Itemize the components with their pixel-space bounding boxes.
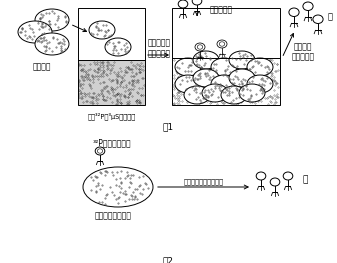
Text: 大肠杆菌: 大肠杆菌 bbox=[33, 62, 51, 71]
Ellipse shape bbox=[105, 38, 131, 56]
Ellipse shape bbox=[217, 40, 227, 48]
Bar bbox=[78, 8, 145, 60]
Ellipse shape bbox=[18, 21, 52, 43]
Ellipse shape bbox=[211, 75, 237, 93]
Ellipse shape bbox=[270, 178, 280, 186]
Text: 图1: 图1 bbox=[162, 122, 174, 131]
Ellipse shape bbox=[303, 2, 313, 11]
Bar bbox=[78, 8, 145, 105]
Text: 图2: 图2 bbox=[162, 256, 174, 263]
Text: 提取大量子
代大肠杆菌: 提取大量子 代大肠杆菌 bbox=[148, 38, 171, 58]
Ellipse shape bbox=[283, 172, 293, 180]
Ellipse shape bbox=[35, 33, 69, 55]
Ellipse shape bbox=[193, 69, 219, 87]
Ellipse shape bbox=[83, 167, 153, 207]
Ellipse shape bbox=[221, 86, 247, 104]
Ellipse shape bbox=[89, 21, 115, 39]
Ellipse shape bbox=[195, 43, 205, 51]
Text: 裂解释放
子代噬菌体: 裂解释放 子代噬菌体 bbox=[292, 42, 314, 61]
Text: ³²P标记的噬菌体: ³²P标记的噬菌体 bbox=[93, 138, 132, 147]
Ellipse shape bbox=[35, 9, 69, 31]
Ellipse shape bbox=[175, 75, 201, 93]
Bar bbox=[172, 58, 280, 105]
Bar bbox=[172, 8, 280, 105]
Bar bbox=[78, 60, 145, 105]
Bar bbox=[172, 8, 280, 105]
Ellipse shape bbox=[193, 51, 219, 69]
Ellipse shape bbox=[192, 0, 202, 5]
Ellipse shape bbox=[175, 58, 201, 76]
Ellipse shape bbox=[256, 172, 266, 180]
Ellipse shape bbox=[289, 8, 299, 17]
Ellipse shape bbox=[211, 58, 237, 76]
Ellipse shape bbox=[247, 75, 273, 93]
Ellipse shape bbox=[95, 147, 105, 155]
Text: 未被标记大肠杆菌: 未被标记大肠杆菌 bbox=[94, 211, 131, 220]
Text: 含有³²P或³µS的培养基: 含有³²P或³µS的培养基 bbox=[87, 112, 135, 120]
Text: 普通噬菌体: 普通噬菌体 bbox=[210, 5, 233, 14]
Ellipse shape bbox=[178, 0, 188, 8]
Ellipse shape bbox=[239, 84, 265, 102]
Ellipse shape bbox=[202, 84, 228, 102]
Ellipse shape bbox=[229, 51, 255, 69]
Ellipse shape bbox=[184, 86, 210, 104]
Text: 乙: 乙 bbox=[302, 175, 308, 185]
Text: 甲: 甲 bbox=[328, 12, 333, 21]
Ellipse shape bbox=[229, 69, 255, 87]
Ellipse shape bbox=[313, 15, 323, 23]
Ellipse shape bbox=[247, 58, 273, 76]
Text: 裂解释放的子代噬菌体: 裂解释放的子代噬菌体 bbox=[184, 178, 223, 185]
